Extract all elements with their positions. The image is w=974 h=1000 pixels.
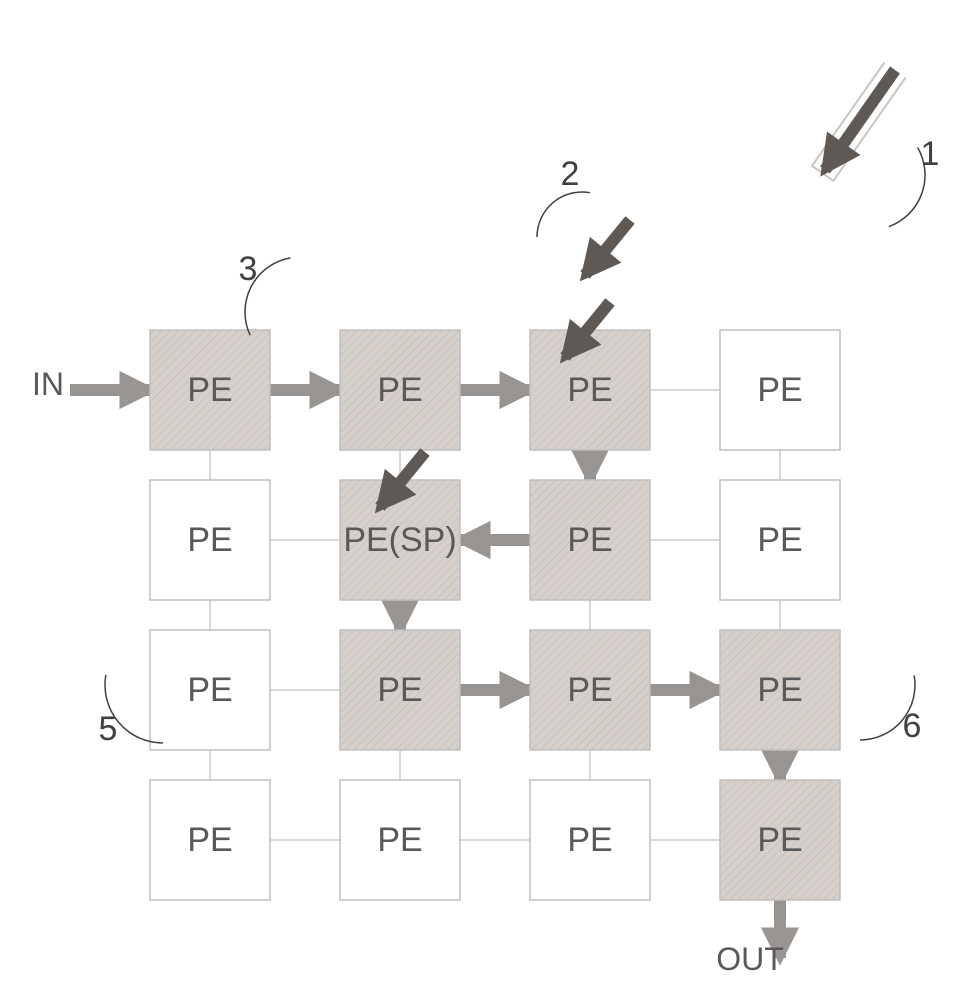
pe-node: PE [150, 480, 270, 600]
pe-node-label: PE [567, 821, 612, 859]
pe-node-label: PE [757, 371, 802, 409]
pe-node-label: PE [187, 821, 232, 859]
pe-node: PE [530, 480, 650, 600]
pe-node-label: PE(SP) [343, 521, 456, 559]
pe-node: PE [150, 630, 270, 750]
callout-label: 2 [561, 155, 580, 193]
pe-node: PE [720, 630, 840, 750]
pe-node-label: PE [567, 521, 612, 559]
pe-node: PE [340, 330, 460, 450]
pe-node: PE [530, 330, 650, 450]
dark-arrow [585, 220, 630, 275]
pe-node: PE [720, 480, 840, 600]
callout-label: 6 [903, 707, 922, 745]
pe-node-label: PE [757, 671, 802, 709]
pe-node: PE [720, 330, 840, 450]
pe-node-label: PE [567, 671, 612, 709]
pe-node-label: PE [567, 371, 612, 409]
pe-node: PE [530, 780, 650, 900]
pe-node: PE [340, 780, 460, 900]
diagram-canvas: PE PE PE PE PE PE(SP) PE PE PE PE PE PE PE PE PE PE 1 2 3 5… [0, 0, 974, 1000]
pe-node-label: PE [377, 821, 422, 859]
pe-node-label: PE [187, 671, 232, 709]
pe-node: PE [150, 780, 270, 900]
pe-node: PE [720, 780, 840, 900]
callout-label: 1 [921, 135, 940, 173]
in-label: IN [32, 366, 64, 402]
pe-node-label: PE [187, 371, 232, 409]
pe-node-label: PE [187, 521, 232, 559]
connectors-layer [210, 390, 780, 840]
out-label: OUT [716, 941, 784, 977]
pe-node: PE [340, 630, 460, 750]
nodes-layer: PE PE PE PE PE PE(SP) PE PE PE PE PE PE PE PE PE PE [150, 330, 840, 900]
pe-node-label: PE [377, 671, 422, 709]
pe-node-label: PE [377, 371, 422, 409]
pe-node: PE [150, 330, 270, 450]
pe-node: PE [530, 630, 650, 750]
callout-arc [537, 192, 590, 237]
pe-node: PE(SP) [340, 480, 460, 600]
pe-node-label: PE [757, 821, 802, 859]
pe-node-label: PE [757, 521, 802, 559]
dark-arrow [825, 70, 895, 170]
callout-label: 5 [99, 710, 118, 748]
callout-label: 3 [239, 250, 258, 288]
